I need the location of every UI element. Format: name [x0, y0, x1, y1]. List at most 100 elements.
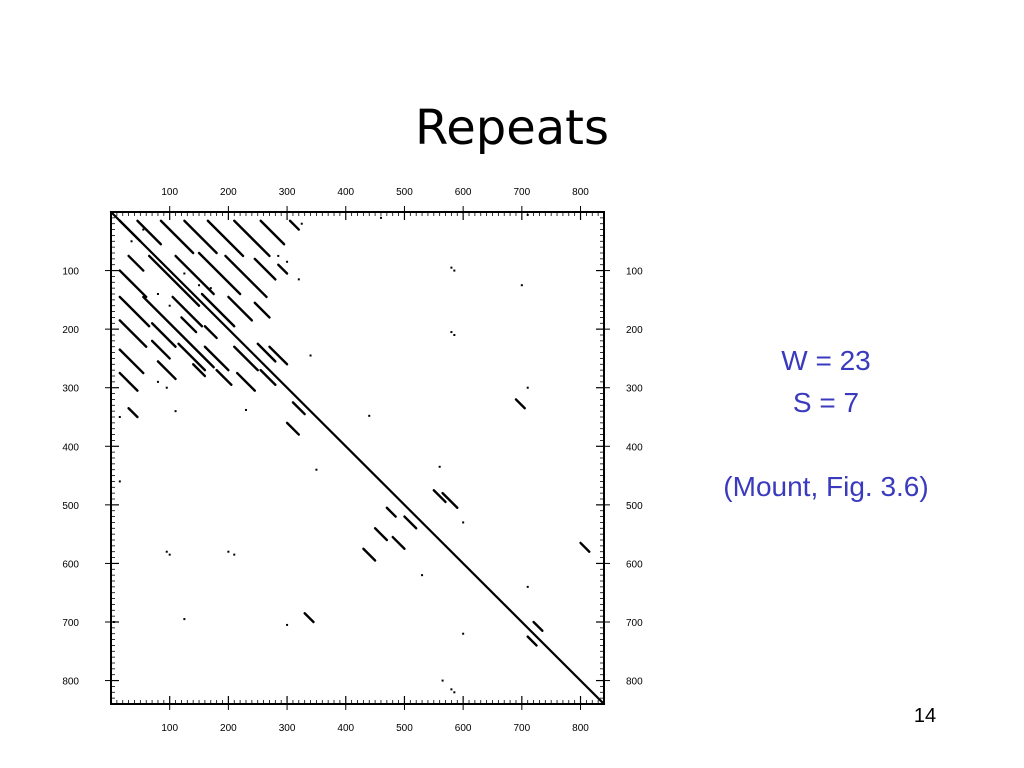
- x-tick-label-top: 400: [337, 187, 354, 198]
- x-tick-label-top: 200: [220, 187, 237, 198]
- repeat-segment: [118, 371, 139, 392]
- y-tick-label-right: 400: [626, 442, 643, 453]
- match-dot: [453, 691, 456, 694]
- repeat-segment: [183, 219, 218, 255]
- repeat-segment: [233, 345, 259, 372]
- y-tick-label-right: 500: [626, 501, 643, 512]
- repeat-segment: [233, 219, 271, 258]
- x-tick-label-bottom: 600: [455, 723, 472, 734]
- match-dot: [462, 632, 465, 635]
- repeat-segment: [362, 547, 377, 562]
- match-dot: [462, 521, 465, 524]
- repeat-segment: [156, 360, 177, 381]
- match-dot: [142, 228, 145, 231]
- match-dot: [227, 550, 230, 553]
- match-dot: [441, 679, 444, 682]
- axis-tick-labels: 100 100 100 100 200 200 200 200 300 300 300 300 400 4…: [62, 187, 643, 734]
- repeat-segment: [118, 269, 148, 299]
- y-tick-label-left: 800: [62, 677, 79, 688]
- repeat-segment: [579, 541, 591, 553]
- repeat-segment: [174, 254, 215, 296]
- plot-frame: [110, 211, 605, 705]
- y-tick-label-left: 400: [62, 442, 79, 453]
- match-dot: [438, 465, 441, 468]
- y-tick-label-left: 700: [62, 618, 79, 629]
- repeat-segment: [147, 254, 201, 307]
- match-dot: [112, 621, 115, 623]
- match-dot: [297, 278, 300, 281]
- repeat-segment: [150, 339, 171, 360]
- repeat-segment: [215, 368, 233, 386]
- repeat-segment: [268, 345, 289, 366]
- match-dot: [198, 284, 201, 287]
- match-dot: [156, 380, 159, 383]
- match-dot: [165, 550, 168, 553]
- x-tick-label-top: 800: [572, 187, 589, 198]
- param-window: W = 23: [781, 345, 871, 376]
- x-tick-label-bottom: 400: [337, 723, 354, 734]
- repeat-segment: [259, 368, 277, 386]
- y-tick-label-left: 100: [62, 267, 79, 278]
- x-tick-label-bottom: 800: [572, 723, 589, 734]
- repeat-segment: [118, 219, 142, 243]
- repeat-segment: [159, 219, 195, 255]
- y-tick-label-left: 200: [62, 325, 79, 336]
- repeat-segment: [441, 491, 459, 509]
- repeat-segment: [203, 345, 230, 372]
- repeat-segment: [197, 251, 242, 296]
- match-dot: [379, 216, 382, 219]
- repeat-segment: [285, 421, 301, 436]
- repeat-segment: [118, 295, 151, 328]
- match-dot: [118, 480, 121, 483]
- match-dot: [156, 293, 159, 295]
- match-dot: [315, 468, 318, 471]
- match-dot: [520, 284, 523, 287]
- match-dot: [450, 688, 453, 691]
- match-dot: [526, 585, 529, 588]
- match-dot: [526, 386, 529, 389]
- y-tick-label-left: 500: [62, 501, 79, 512]
- repeat-segment: [432, 489, 447, 504]
- repeat-segment: [288, 219, 301, 231]
- repeat-segment: [403, 515, 418, 530]
- match-dot: [277, 254, 280, 257]
- parameter-box: W = 23 S = 7 (Mount, Fig. 3.6): [690, 340, 962, 508]
- match-dot: [453, 334, 456, 336]
- match-dot: [233, 553, 236, 556]
- x-tick-label-bottom: 500: [396, 723, 413, 734]
- param-stringency: S = 7: [792, 387, 860, 418]
- repeat-segment: [385, 506, 397, 518]
- x-tick-label-top: 100: [161, 187, 178, 198]
- match-dot: [368, 414, 371, 417]
- y-tick-label-right: 800: [626, 677, 643, 688]
- match-dot: [183, 618, 186, 621]
- match-dot: [118, 416, 121, 418]
- match-dot: [165, 386, 168, 389]
- match-dot: [168, 304, 171, 307]
- y-tick-label-right: 200: [626, 325, 643, 336]
- repeat-segment: [391, 535, 406, 550]
- x-tick-label-bottom: 700: [513, 723, 530, 734]
- repeat-segment: [227, 295, 254, 322]
- repeat-segment: [136, 219, 163, 246]
- repeat-segment: [526, 635, 538, 647]
- dot-plot-marks: [109, 210, 606, 706]
- repeat-segment: [200, 292, 236, 328]
- repeat-segment: [118, 319, 148, 348]
- y-tick-label-right: 300: [626, 384, 643, 395]
- x-tick-label-bottom: 100: [161, 723, 178, 734]
- slide-title: Repeats: [415, 100, 609, 156]
- match-dot: [450, 331, 453, 334]
- x-tick-label-bottom: 300: [279, 723, 296, 734]
- x-tick-label-top: 500: [396, 187, 413, 198]
- y-tick-label-right: 100: [626, 267, 643, 278]
- match-dot: [300, 222, 303, 225]
- match-dot: [183, 272, 186, 275]
- main-diagonal: [109, 210, 606, 706]
- match-dot: [450, 266, 453, 269]
- match-dot: [286, 260, 289, 263]
- match-dot: [168, 553, 171, 556]
- y-tick-label-right: 600: [626, 559, 643, 570]
- repeat-segment: [180, 316, 198, 334]
- x-tick-label-top: 300: [279, 187, 296, 198]
